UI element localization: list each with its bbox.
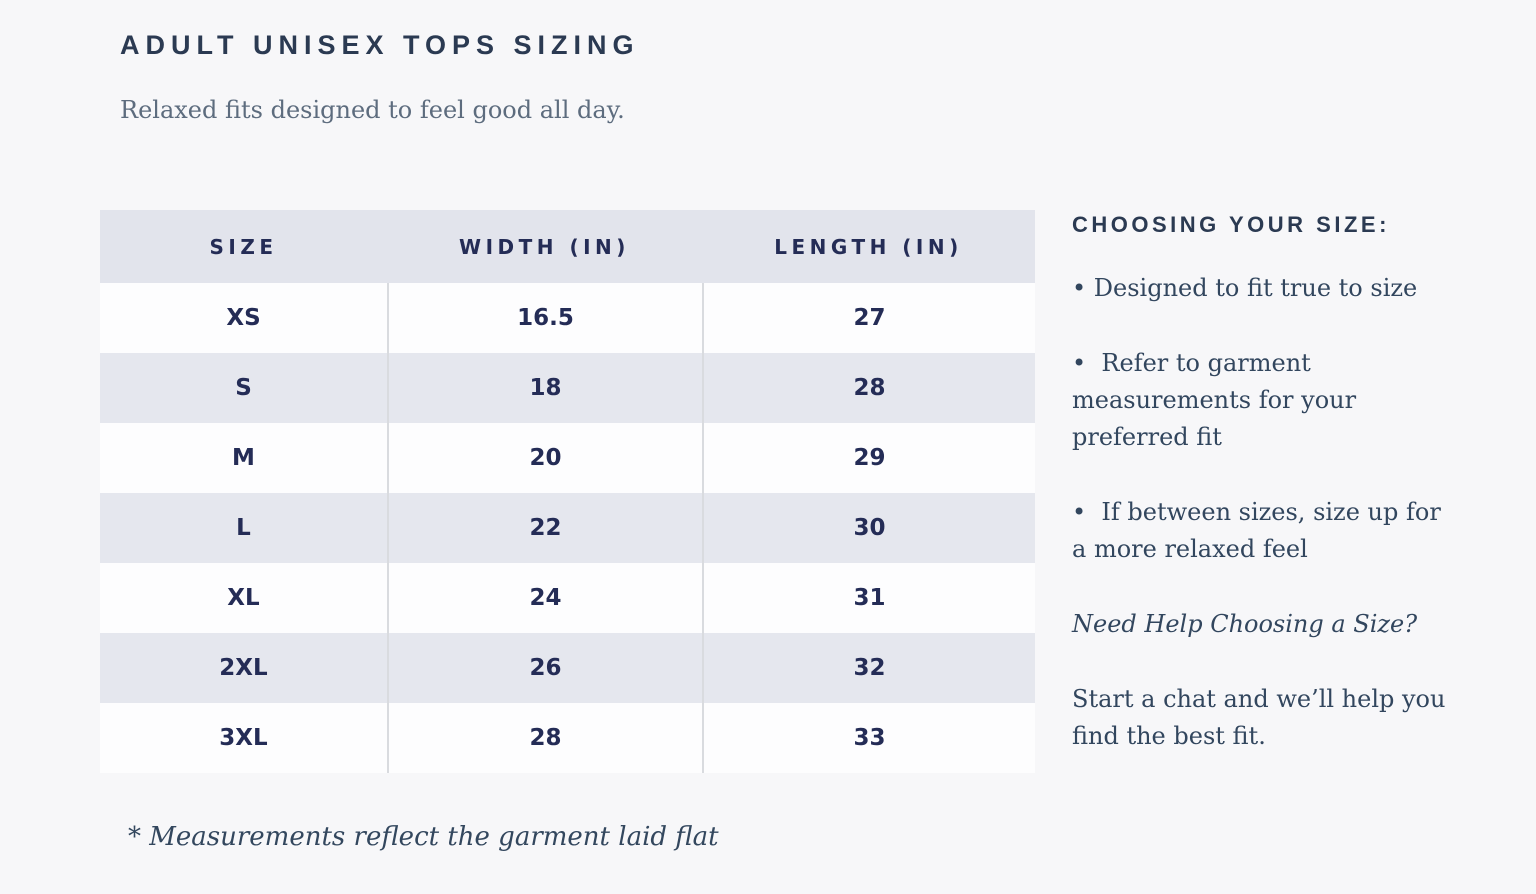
- cell-width: 20: [387, 423, 702, 493]
- help-text: Start a chat and we’ll help you find the…: [1072, 685, 1454, 750]
- table-row: 3XL 28 33: [100, 703, 1035, 773]
- table-row: M 20 29: [100, 423, 1035, 493]
- panel-heading: CHOOSING YOUR SIZE:: [1072, 212, 1390, 237]
- cell-length: 30: [702, 493, 1035, 563]
- choosing-size-panel: CHOOSING YOUR SIZE: • Designed to fit tr…: [1072, 212, 1450, 793]
- cell-size: XS: [226, 305, 261, 331]
- cell-width: 18: [387, 353, 702, 423]
- cell-length: 29: [702, 423, 1035, 493]
- cell-length: 32: [702, 633, 1035, 703]
- table-row: XL 24 31: [100, 563, 1035, 633]
- sizing-table: SIZE WIDTH (IN) LENGTH (IN) XS 16.5 27 S…: [100, 210, 1035, 773]
- table-row: S 18 28: [100, 353, 1035, 423]
- cell-size: S: [235, 375, 252, 401]
- bullet-size-up: • If between sizes, size up for a more r…: [1072, 498, 1449, 563]
- bullet-true-to-size: • Designed to fit true to size: [1072, 274, 1418, 302]
- cell-length: 31: [702, 563, 1035, 633]
- cell-length: 28: [702, 353, 1035, 423]
- cell-width: 26: [387, 633, 702, 703]
- page-title: ADULT UNISEX TOPS SIZING: [120, 30, 640, 60]
- cell-length: 33: [702, 703, 1035, 773]
- page-subtitle: Relaxed fits designed to feel good all d…: [120, 96, 625, 124]
- cell-width: 28: [387, 703, 702, 773]
- cell-length: 27: [702, 283, 1035, 353]
- cell-width: 16.5: [387, 283, 702, 353]
- table-row: XS 16.5 27: [100, 283, 1035, 353]
- table-row: 2XL 26 32: [100, 633, 1035, 703]
- measurement-footnote: * Measurements reflect the garment laid …: [128, 822, 719, 852]
- cell-width: 22: [387, 493, 702, 563]
- cell-size: 3XL: [219, 725, 268, 751]
- cell-size: XL: [227, 585, 260, 611]
- cell-width: 24: [387, 563, 702, 633]
- cell-size: L: [236, 515, 251, 541]
- table-header-row: SIZE WIDTH (IN) LENGTH (IN): [100, 210, 1035, 283]
- column-header-length: LENGTH (IN): [774, 234, 963, 259]
- table-row: L 22 30: [100, 493, 1035, 563]
- bullet-garment-measurements: • Refer to garment measurements for your…: [1072, 349, 1364, 451]
- cell-size: M: [232, 445, 255, 471]
- cell-size: 2XL: [219, 655, 268, 681]
- column-header-width: WIDTH (IN): [459, 234, 630, 259]
- column-header-size: SIZE: [209, 234, 278, 259]
- help-prompt: Need Help Choosing a Size?: [1072, 610, 1418, 638]
